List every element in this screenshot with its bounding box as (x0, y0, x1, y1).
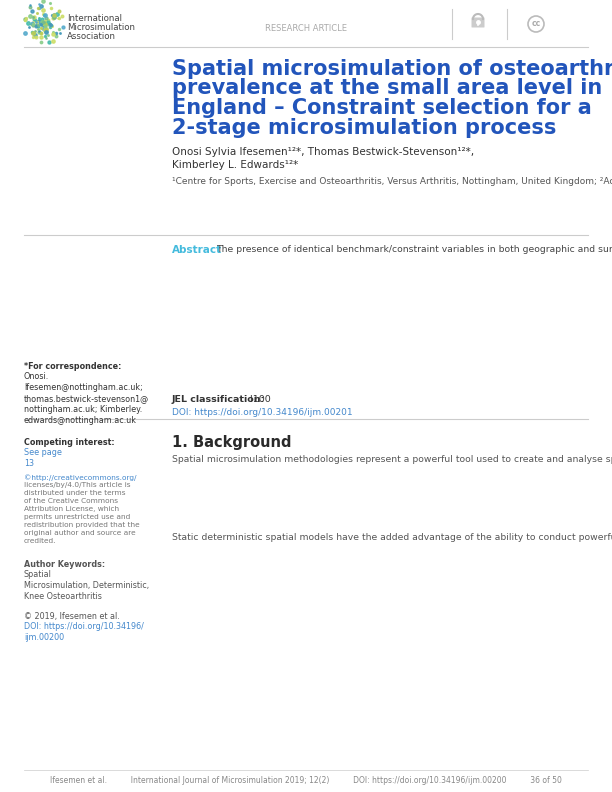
Text: Association: Association (67, 32, 116, 41)
Text: See page
13: See page 13 (24, 448, 62, 468)
Text: Spatial
Microsimulation, Deterministic,
Knee Osteoarthritis: Spatial Microsimulation, Deterministic, … (24, 570, 149, 601)
Text: DOI: https://doi.org/10.34196/
ijm.00200: DOI: https://doi.org/10.34196/ ijm.00200 (24, 622, 144, 642)
Text: Spatial microsimulation methodologies represent a powerful tool used to create a: Spatial microsimulation methodologies re… (172, 455, 612, 464)
Text: Competing interest:: Competing interest: (24, 438, 114, 447)
Text: Static deterministic spatial models have the added advantage of the ability to c: Static deterministic spatial models have… (172, 533, 612, 542)
Text: Ifesemen et al.          International Journal of Microsimulation 2019; 12(2)   : Ifesemen et al. International Journal of… (50, 776, 562, 785)
Text: DOI: https://doi.org/10.34196/ijm.00201: DOI: https://doi.org/10.34196/ijm.00201 (172, 408, 353, 417)
Text: 1. Background: 1. Background (172, 435, 291, 450)
Text: Onosi.
Ifesemen@nottingham.ac.uk;
thomas.bestwick-stevenson1@
nottingham.ac.uk; : Onosi. Ifesemen@nottingham.ac.uk; thomas… (24, 372, 149, 425)
Text: RESEARCH ARTICLE: RESEARCH ARTICLE (265, 24, 347, 33)
Text: permits unrestricted use and: permits unrestricted use and (24, 514, 130, 520)
Text: The presence of identical benchmark/constraint variables in both geographic and : The presence of identical benchmark/cons… (216, 245, 612, 254)
Text: Abstract: Abstract (172, 245, 222, 255)
Text: © 2019, Ifesemen et al.: © 2019, Ifesemen et al. (24, 612, 120, 621)
Text: ©http://creativecommons.org/: ©http://creativecommons.org/ (24, 474, 136, 481)
Text: JEL classification:: JEL classification: (172, 395, 265, 404)
Text: cc: cc (531, 18, 540, 28)
Text: Kimberley L. Edwards¹²*: Kimberley L. Edwards¹²* (172, 160, 298, 170)
Text: Microsimulation: Microsimulation (67, 23, 135, 32)
Text: Spatial microsimulation of osteoarthritis: Spatial microsimulation of osteoarthriti… (172, 59, 612, 79)
Text: of the Creative Commons: of the Creative Commons (24, 498, 118, 504)
Text: Author Keywords:: Author Keywords: (24, 560, 105, 569)
Text: ¹Centre for Sports, Exercise and Osteoarthritis, Versus Arthritis, Nottingham, U: ¹Centre for Sports, Exercise and Osteoar… (172, 177, 612, 186)
Text: England – Constraint selection for a: England – Constraint selection for a (172, 98, 592, 118)
Text: original author and source are: original author and source are (24, 530, 136, 536)
Text: International: International (67, 14, 122, 23)
Text: Attribution License, which: Attribution License, which (24, 506, 119, 512)
Text: licenses/by/4.0/This article is: licenses/by/4.0/This article is (24, 482, 130, 488)
Text: I100: I100 (247, 395, 271, 404)
FancyBboxPatch shape (471, 17, 485, 28)
Text: Onosi Sylvia Ifesemen¹²*, Thomas Bestwick-Stevenson¹²*,: Onosi Sylvia Ifesemen¹²*, Thomas Bestwic… (172, 147, 474, 157)
Text: 2-stage microsimulation process: 2-stage microsimulation process (172, 117, 556, 138)
Text: distributed under the terms: distributed under the terms (24, 490, 125, 496)
Text: prevalence at the small area level in: prevalence at the small area level in (172, 78, 602, 98)
Text: *For correspondence:: *For correspondence: (24, 362, 121, 371)
Text: credited.: credited. (24, 538, 56, 544)
Text: redistribution provided that the: redistribution provided that the (24, 522, 140, 528)
